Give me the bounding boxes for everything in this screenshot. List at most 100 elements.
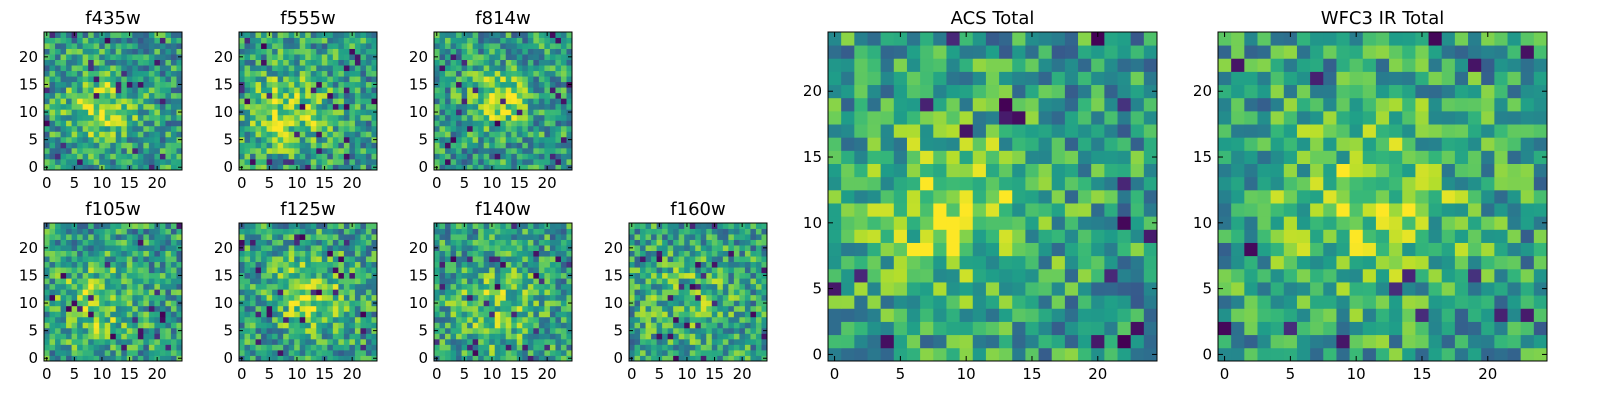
heatmap-cell (434, 349, 440, 356)
heatmap-cell (121, 43, 128, 49)
heatmap-cell (511, 228, 518, 235)
heatmap-cell (678, 355, 685, 362)
heatmap-cell (82, 355, 89, 362)
heatmap-cell (750, 327, 757, 334)
heatmap-cell (516, 70, 523, 77)
heatmap-cell (538, 43, 545, 49)
heatmap-cell (165, 147, 172, 154)
heatmap-cell (516, 338, 523, 345)
heatmap-cell (360, 228, 367, 235)
heatmap-cell (505, 120, 512, 127)
heatmap-cell (126, 234, 133, 240)
heatmap-cell (450, 261, 457, 268)
heatmap-cell (277, 294, 284, 301)
heatmap-cell (371, 70, 378, 77)
heatmap-cell (494, 147, 501, 154)
heatmap-cell (71, 294, 78, 301)
heatmap-cell (143, 300, 150, 307)
heatmap-cell (1091, 268, 1105, 283)
heatmap-cell (277, 349, 284, 356)
heatmap-cell (662, 333, 669, 340)
y-tick-label: 0 (28, 349, 38, 367)
heatmap-cell (277, 234, 284, 240)
heatmap-cell (566, 158, 573, 165)
heatmap-cell (305, 267, 312, 274)
heatmap-cell (371, 158, 378, 165)
heatmap-cell (77, 349, 84, 356)
heatmap-cell (456, 250, 462, 257)
heatmap-cell (338, 305, 345, 312)
heatmap-cell (159, 305, 166, 312)
heatmap-cell (132, 234, 139, 240)
heatmap-cell (689, 267, 696, 274)
heatmap-cell (115, 344, 122, 351)
heatmap-cell (533, 305, 540, 312)
heatmap-cell (461, 311, 468, 318)
heatmap-cell (689, 311, 696, 318)
heatmap-cell (60, 272, 67, 279)
heatmap-cell (566, 338, 573, 345)
heatmap-cell (755, 289, 762, 296)
heatmap-cell (115, 316, 122, 323)
heatmap-cell (533, 142, 540, 149)
heatmap-cell (121, 158, 128, 165)
heatmap-cell (137, 327, 144, 334)
heatmap-cell (316, 98, 323, 105)
heatmap-cell (516, 349, 523, 356)
heatmap-cell (321, 272, 328, 279)
heatmap-cell (1051, 176, 1066, 191)
heatmap-cell (549, 256, 556, 263)
heatmap-cell (445, 261, 451, 268)
heatmap-cell (711, 333, 718, 340)
heatmap-cell (371, 239, 378, 246)
heatmap-cell (500, 305, 507, 312)
heatmap-cell (467, 338, 474, 345)
heatmap-cell (170, 136, 177, 143)
heatmap-cell (549, 311, 556, 318)
heatmap-cell (439, 305, 446, 312)
heatmap-cell (467, 136, 474, 143)
heatmap-cell (933, 308, 947, 322)
heatmap-cell (104, 239, 111, 246)
heatmap-cell (662, 245, 669, 251)
heatmap-cell (55, 256, 61, 263)
heatmap-cell (310, 153, 317, 160)
heatmap-cell (489, 65, 496, 72)
heatmap-cell (132, 54, 139, 60)
heatmap-cell (522, 158, 529, 165)
heatmap-cell (294, 70, 301, 77)
heatmap-cell (121, 153, 128, 160)
heatmap-cell (305, 223, 312, 229)
heatmap-cell (1117, 334, 1132, 349)
heatmap-cell (522, 283, 529, 290)
heatmap-cell (1025, 295, 1039, 309)
heatmap-cell (159, 250, 166, 257)
heatmap-cell (489, 256, 496, 263)
heatmap-cell (294, 136, 301, 143)
heatmap-cell (828, 308, 842, 322)
heatmap-cell (828, 163, 842, 178)
heatmap-cell (434, 289, 440, 296)
heatmap-cell (689, 228, 696, 235)
heatmap-cell (933, 268, 947, 283)
heatmap-cell (706, 234, 713, 240)
heatmap-cell (538, 289, 545, 296)
heatmap-cell (49, 261, 56, 268)
heatmap-cell (439, 234, 446, 240)
heatmap-cell (115, 32, 122, 38)
heatmap-cell (456, 272, 462, 279)
heatmap-cell (239, 114, 245, 121)
heatmap-cell (71, 316, 78, 323)
heatmap-cell (744, 239, 751, 246)
heatmap-cell (77, 98, 84, 105)
heatmap-cell (522, 125, 529, 132)
heatmap-cell (434, 98, 440, 105)
heatmap-cell (544, 120, 551, 127)
heatmap-cell (360, 153, 367, 160)
heatmap-cell (71, 59, 78, 66)
heatmap-cell (750, 289, 757, 296)
heatmap-cell (972, 255, 987, 270)
heatmap-cell (728, 316, 735, 323)
heatmap-cell (143, 267, 150, 274)
x-tick-label: 5 (460, 365, 470, 383)
